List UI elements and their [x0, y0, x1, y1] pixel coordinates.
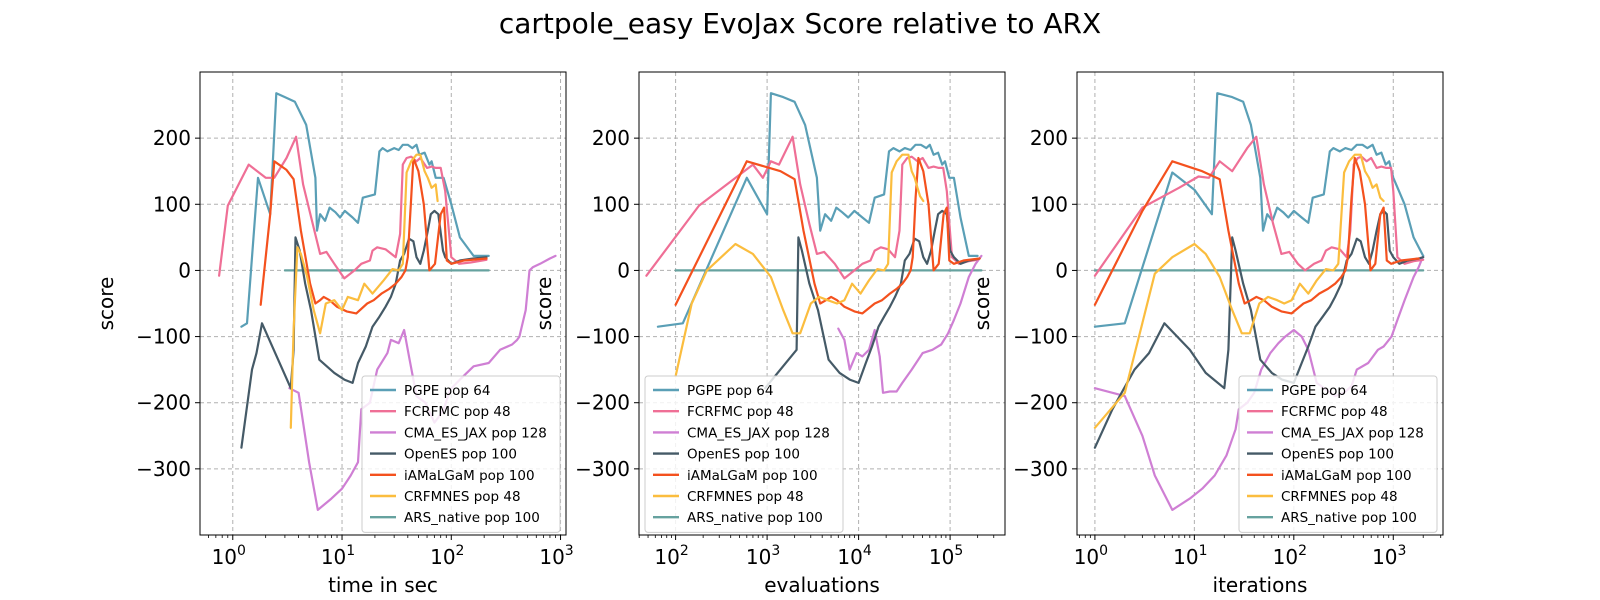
plot-frame [199, 71, 567, 536]
series-line-2 [1093, 254, 1425, 511]
legend-entry: FCRFMC pop 48 [687, 404, 794, 420]
legend-entry: ARS_native pop 100 [687, 510, 823, 526]
legend-entry: OpenES pop 100 [687, 447, 800, 463]
series-group [218, 92, 557, 511]
y-tick-label: 0 [617, 258, 630, 282]
series-line-3 [656, 92, 979, 328]
series-line-7 [674, 153, 925, 378]
y-tick-label: −100 [575, 325, 630, 349]
y-tick-label: 200 [153, 126, 191, 150]
y-tick-label: −200 [136, 391, 191, 415]
y-tick-label: 100 [592, 192, 630, 216]
x-axis-label: time in sec [328, 573, 438, 597]
legend: PGPE pop 64 FCRFMC pop 48 CMA_ES_JAX pop 1… [1238, 375, 1438, 533]
legend-entry: CRFMNES pop 48 [687, 489, 804, 505]
x-tick-label: 100 [212, 543, 246, 569]
panel-3: −300 −200 −100 0 100 200 100 101 102 103 iteration… [970, 71, 1444, 597]
y-tick-label: 100 [153, 192, 191, 216]
legend-entry: PGPE pop 64 [1281, 383, 1367, 399]
series-group [645, 92, 983, 394]
y-tick-label: 0 [1055, 258, 1068, 282]
legend-entry: FCRFMC pop 48 [404, 404, 511, 420]
x-tick-label: 103 [539, 543, 573, 569]
legend-box [361, 375, 561, 533]
legend: PGPE pop 64 FCRFMC pop 48 CMA_ES_JAX pop 1… [644, 375, 844, 533]
y-tick-label: 200 [1030, 126, 1068, 150]
x-tick-label: 101 [1173, 543, 1207, 569]
legend-entry: FCRFMC pop 48 [1281, 404, 1388, 420]
x-tick-label: 102 [654, 543, 688, 569]
y-tick-label: −100 [136, 325, 191, 349]
y-axis-label: score [532, 277, 556, 331]
x-tick-label: 105 [929, 543, 963, 569]
y-tick-label: 200 [592, 126, 630, 150]
legend-entry: OpenES pop 100 [404, 447, 517, 463]
series-line-6 [674, 156, 981, 315]
series-line-3 [1093, 92, 1425, 328]
series-line-7 [1093, 153, 1385, 429]
y-tick-label: −300 [1013, 457, 1068, 481]
x-tick-label: 100 [1074, 543, 1108, 569]
x-tick-label: 103 [746, 543, 780, 569]
legend-entry: OpenES pop 100 [1281, 447, 1394, 463]
legend-box [644, 375, 844, 533]
series-line-4 [218, 135, 488, 280]
y-tick-label: 0 [178, 258, 191, 282]
y-tick-label: −300 [575, 457, 630, 481]
legend-entry: CMA_ES_JAX pop 128 [404, 425, 547, 441]
series-line-5 [240, 209, 488, 449]
y-tick-label: −200 [1013, 391, 1068, 415]
series-line-2 [837, 254, 983, 394]
x-tick-label: 102 [430, 543, 464, 569]
y-tick-label: −100 [1013, 325, 1068, 349]
plot-frame [1076, 71, 1444, 536]
legend-entry: CRFMNES pop 48 [404, 489, 521, 505]
legend: PGPE pop 64 FCRFMC pop 48 CMA_ES_JAX pop 1… [361, 375, 561, 533]
legend-entry: CMA_ES_JAX pop 128 [687, 425, 830, 441]
legend-entry: CRFMNES pop 48 [1281, 489, 1398, 505]
y-tick-label: −300 [136, 457, 191, 481]
series-line-3 [240, 92, 490, 328]
y-tick-label: 100 [1030, 192, 1068, 216]
legend-box [1238, 375, 1438, 533]
x-tick-label: 103 [1372, 543, 1406, 569]
x-tick-label: 101 [321, 543, 355, 569]
y-axis-label: score [94, 277, 118, 331]
series-line-4 [1093, 135, 1425, 277]
legend-entry: ARS_native pop 100 [404, 510, 540, 526]
series-line-7 [289, 153, 439, 429]
legend-entry: PGPE pop 64 [404, 383, 490, 399]
legend-entry: iAMaLGaM pop 100 [404, 468, 535, 484]
series-line-6 [1093, 156, 1420, 315]
x-tick-label: 102 [1273, 543, 1307, 569]
legend-entry: ARS_native pop 100 [1281, 510, 1417, 526]
legend-entry: CMA_ES_JAX pop 128 [1281, 425, 1424, 441]
x-tick-label: 104 [837, 543, 871, 569]
figure-title: cartpole_easy EvoJax Score relative to A… [499, 7, 1101, 40]
panel-2: −300 −200 −100 0 100 200 102 103 104 105 evaluatio… [532, 71, 1006, 597]
panel-1: −300 −200 −100 0 100 200 100 101 102 103 time in s… [94, 71, 574, 597]
series-group [1093, 92, 1425, 511]
series-line-4 [645, 135, 979, 280]
y-tick-label: −200 [575, 391, 630, 415]
x-axis-label: iterations [1213, 573, 1308, 597]
legend-entry: PGPE pop 64 [687, 383, 773, 399]
y-axis-label: score [970, 277, 994, 331]
x-axis-label: evaluations [764, 573, 880, 597]
legend-entry: iAMaLGaM pop 100 [1281, 468, 1412, 484]
series-line-6 [259, 156, 488, 315]
legend-entry: iAMaLGaM pop 100 [687, 468, 818, 484]
